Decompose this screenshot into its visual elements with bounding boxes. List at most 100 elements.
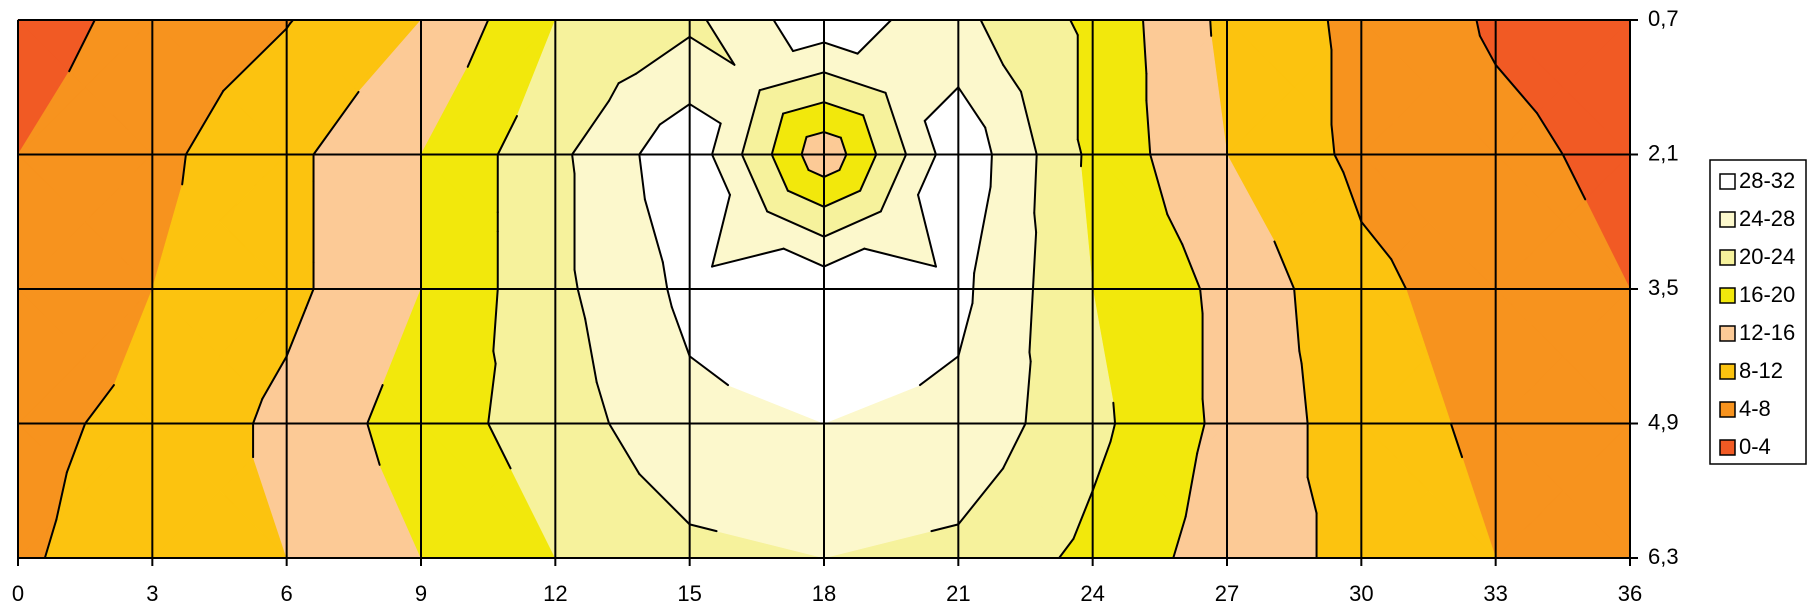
contour-line [184,89,225,156]
contour-line [573,268,579,290]
contour-line [766,210,825,238]
contour-line [879,153,908,213]
contour-line [1149,153,1169,216]
contour-line [740,89,761,156]
contour-line [608,82,620,102]
contour-line [823,101,865,117]
x-tick-label: 18 [812,581,836,606]
contour-line [1333,153,1345,174]
contour-line [923,119,937,156]
contour-line [1390,258,1408,290]
x-tick-label: 33 [1483,581,1507,606]
contour-line [634,35,691,75]
contour-line [1561,153,1587,201]
contour-line [658,103,691,126]
x-tick-label: 0 [12,581,24,606]
contour-line [366,422,381,466]
contour-line [666,288,673,308]
contour-line [688,523,718,533]
contour-line [1494,63,1538,115]
contour-line [1028,351,1032,363]
contour-line [222,27,288,92]
contour-line [1181,243,1202,290]
contour-line [638,472,691,526]
contour-line [688,355,730,387]
contour-line [772,19,794,53]
contour-line [989,153,993,188]
contour-line [670,305,691,358]
contour-line [1166,213,1184,246]
contour-line [1201,398,1206,425]
x-tick-label: 3 [146,581,158,606]
contour-line [1342,171,1363,223]
contour-line [496,115,518,156]
contour-line [957,302,974,358]
legend-label: 16-20 [1739,282,1795,307]
contour-line [823,210,882,238]
contour-line [1058,537,1075,559]
legend-swatch [1719,363,1736,380]
contour-line [1293,288,1301,353]
contour-line [1112,401,1117,425]
contour-line [839,136,848,156]
contour-line [1360,220,1393,261]
legend-swatch [1719,287,1736,304]
contour-line [688,35,736,66]
contour-band [17,70,86,155]
contour-line [770,153,789,192]
contour-line [786,189,825,208]
contour-line [705,19,736,66]
legend-swatch [1719,211,1736,228]
x-tick-label: 30 [1349,581,1373,606]
contour-line [1300,362,1309,425]
contour-line [758,71,825,92]
contour-band [1077,19,1093,156]
contour-line [1031,231,1038,290]
contour-line [740,153,769,213]
legend-label: 24-28 [1739,206,1795,231]
contour-line [661,261,669,290]
contour-line [261,355,288,401]
contour-line [711,193,731,268]
contour-line [805,131,825,138]
contour-line [1326,19,1333,51]
contour-line [643,198,664,264]
contour-line [1142,19,1148,75]
legend-swatch [1719,173,1736,190]
contour-line [957,86,987,129]
y-tick-label: 6,3 [1648,544,1679,569]
contour-line [1478,34,1497,66]
y-tick-label: 3,5 [1648,275,1679,300]
contour-line [807,169,825,178]
contour-line [1196,422,1206,455]
contour-line [823,71,887,94]
contour-line [584,317,598,384]
contour-line [1109,422,1117,443]
contour-line [65,422,87,474]
contour-line [84,384,115,425]
contour-line [823,131,842,139]
contour-line [492,288,499,353]
contour-line [1184,452,1199,518]
contour-line [43,518,58,559]
legend-label: 12-16 [1739,320,1795,345]
contour-line [984,126,993,156]
contour-line [782,247,825,268]
contour-line [979,19,1005,66]
contour-band [420,66,489,155]
contour-line [638,123,661,156]
legend-label: 20-24 [1739,244,1795,269]
contour-band [554,153,575,290]
contour-fills [17,19,1631,559]
contour-line [711,122,722,156]
contour-line [1091,440,1112,492]
contour-line [823,247,866,268]
contour-line [1330,123,1336,156]
x-tick-label: 27 [1215,581,1239,606]
contour-line [859,153,878,192]
y-tick-label: 4,9 [1648,409,1679,434]
x-tick-label: 21 [946,581,970,606]
legend-label: 0-4 [1739,434,1771,459]
legend-label: 4-8 [1739,396,1771,421]
contour-line [181,153,187,186]
